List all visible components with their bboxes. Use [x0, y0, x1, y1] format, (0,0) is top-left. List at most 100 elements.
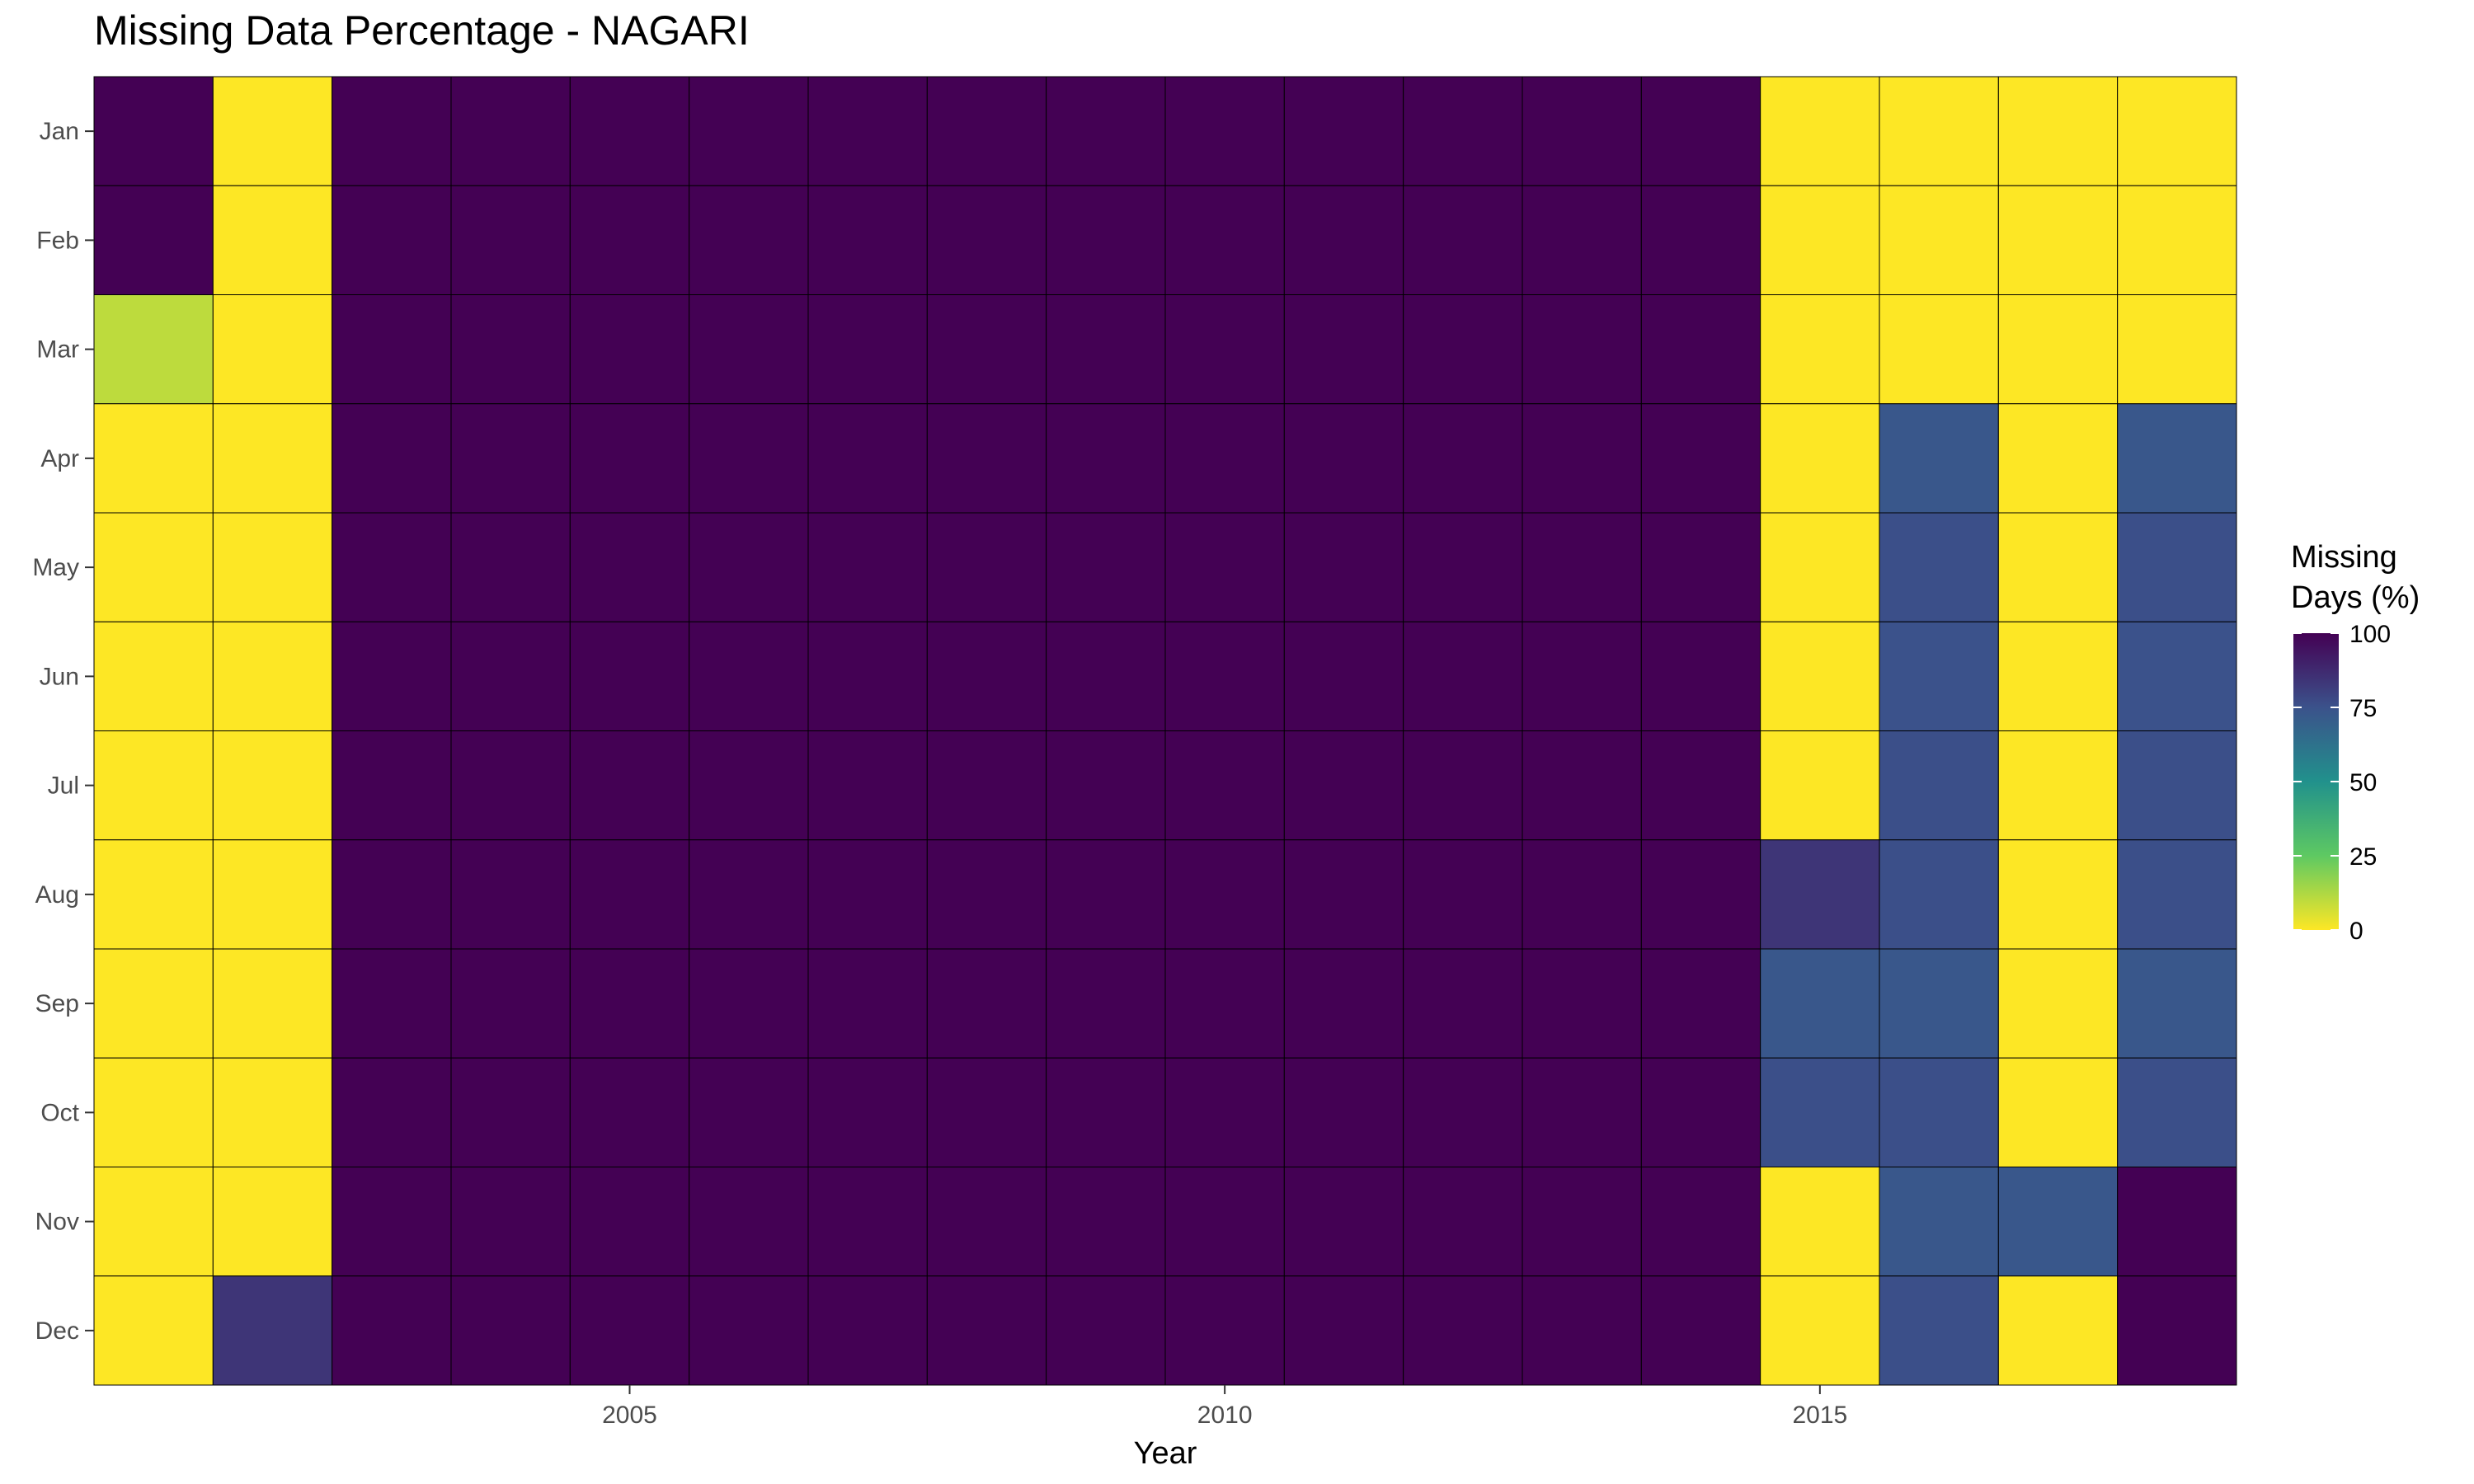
heatmap-cell-nov-2007 [807, 1167, 928, 1277]
heatmap-cell-jan-2010 [1164, 76, 1285, 186]
heatmap-cell-aug-2018 [2117, 839, 2237, 950]
heatmap-cell-oct-2009 [1046, 1057, 1166, 1167]
heatmap-cell-jun-2009 [1046, 621, 1166, 731]
heatmap-cell-jun-2003 [332, 621, 452, 731]
heatmap-cell-jul-2017 [1997, 730, 2119, 841]
heatmap-cell-mar-2004 [450, 294, 571, 405]
y-tick-label-feb: Feb [36, 227, 79, 254]
heatmap-cell-apr-2010 [1164, 403, 1285, 514]
heatmap-cell-apr-2012 [1403, 403, 1523, 514]
heatmap-cell-nov-2010 [1164, 1167, 1285, 1277]
heatmap-cell-apr-2003 [332, 403, 452, 514]
heatmap-cell-aug-2001 [93, 839, 214, 950]
legend-tick-label-100: 100 [2349, 621, 2391, 648]
heatmap-cell-nov-2003 [332, 1167, 452, 1277]
heatmap-cell-nov-2005 [569, 1167, 690, 1277]
heatmap-cell-nov-2013 [1522, 1167, 1642, 1277]
x-tick-label-2005: 2005 [602, 1402, 657, 1429]
y-tick-label-jun: Jun [40, 663, 79, 690]
heatmap-cell-jan-2016 [1879, 76, 1999, 186]
heatmap-cell-mar-2001 [93, 294, 214, 405]
heatmap-cell-may-2013 [1522, 512, 1642, 622]
heatmap-cell-mar-2018 [2117, 294, 2237, 405]
y-tick-label-dec: Dec [35, 1317, 79, 1345]
y-tick-label-mar: Mar [36, 336, 79, 364]
heatmap-cell-feb-2002 [212, 185, 333, 295]
heatmap-cell-apr-2008 [926, 403, 1047, 514]
heatmap-cell-apr-2017 [1997, 403, 2119, 514]
heatmap-cell-dec-2017 [1997, 1275, 2119, 1386]
x-tick-label-2010: 2010 [1197, 1402, 1253, 1429]
heatmap-cell-jun-2010 [1164, 621, 1285, 731]
heatmap-cell-sep-2018 [2117, 948, 2237, 1059]
heatmap-cell-aug-2004 [450, 839, 571, 950]
heatmap-cell-aug-2017 [1997, 839, 2119, 950]
heatmap-cell-aug-2013 [1522, 839, 1642, 950]
heatmap-cell-aug-2005 [569, 839, 690, 950]
heatmap-cell-jan-2003 [332, 76, 452, 186]
legend-ticks: 0 25 50 75 100 [2293, 621, 2391, 945]
heatmap-cell-sep-2006 [689, 948, 809, 1059]
heatmap-cell-may-2018 [2117, 512, 2237, 622]
y-tick-label-aug: Aug [35, 881, 79, 909]
heatmap-cell-jul-2007 [807, 730, 928, 841]
heatmap-cell-apr-2014 [1640, 403, 1761, 514]
heatmap-cell-mar-2016 [1879, 294, 1999, 405]
heatmap-cell-oct-2012 [1403, 1057, 1523, 1167]
heatmap-cell-mar-2014 [1640, 294, 1761, 405]
heatmap-cell-apr-2011 [1283, 403, 1404, 514]
heatmap-cell-apr-2007 [807, 403, 928, 514]
y-tick-label-jul: Jul [48, 773, 79, 800]
heatmap-cell-nov-2004 [450, 1167, 571, 1277]
heatmap-cell-may-2010 [1164, 512, 1285, 622]
heatmap-cell-may-2016 [1879, 512, 1999, 622]
heatmap-cell-feb-2017 [1997, 185, 2119, 295]
heatmap-cell-oct-2003 [332, 1057, 452, 1167]
legend-title-line-2: Days (%) [2291, 580, 2420, 615]
heatmap-tiles [93, 76, 2237, 1386]
heatmap-cell-jan-2009 [1046, 76, 1166, 186]
heatmap-cell-jun-2007 [807, 621, 928, 731]
heatmap-cell-feb-2010 [1164, 185, 1285, 295]
heatmap-cell-jun-2015 [1760, 621, 1880, 731]
heatmap-cell-jul-2008 [926, 730, 1047, 841]
heatmap-cell-aug-2016 [1879, 839, 1999, 950]
heatmap-cell-jan-2012 [1403, 76, 1523, 186]
heatmap-cell-apr-2004 [450, 403, 571, 514]
heatmap-cell-jun-2012 [1403, 621, 1523, 731]
legend-title-line-1: Missing [2291, 540, 2397, 575]
heatmap-cell-may-2005 [569, 512, 690, 622]
heatmap-cell-may-2002 [212, 512, 333, 622]
heatmap-cell-nov-2006 [689, 1167, 809, 1277]
heatmap-cell-sep-2004 [450, 948, 571, 1059]
legend-tick-label-0: 0 [2349, 918, 2363, 945]
heatmap-cell-may-2012 [1403, 512, 1523, 622]
heatmap-cell-jul-2018 [2117, 730, 2237, 841]
heatmap-cell-oct-2015 [1760, 1057, 1880, 1167]
heatmap-cell-dec-2011 [1283, 1275, 1404, 1386]
heatmap-cell-jun-2004 [450, 621, 571, 731]
heatmap-cell-oct-2016 [1879, 1057, 1999, 1167]
heatmap-cell-jun-2006 [689, 621, 809, 731]
heatmap-cell-feb-2008 [926, 185, 1047, 295]
heatmap-cell-nov-2008 [926, 1167, 1047, 1277]
y-tick-label-jan: Jan [40, 118, 79, 145]
heatmap-cell-jul-2005 [569, 730, 690, 841]
x-axis: 2005 2010 2015 [602, 1385, 1847, 1429]
heatmap-cell-sep-2015 [1760, 948, 1880, 1059]
heatmap-cell-feb-2011 [1283, 185, 1404, 295]
heatmap-cell-dec-2010 [1164, 1275, 1285, 1386]
heatmap-cell-dec-2009 [1046, 1275, 1166, 1386]
heatmap-cell-oct-2004 [450, 1057, 571, 1167]
heatmap-cell-aug-2008 [926, 839, 1047, 950]
heatmap-cell-dec-2015 [1760, 1275, 1880, 1386]
heatmap-cell-nov-2015 [1760, 1167, 1880, 1277]
heatmap-cell-dec-2002 [212, 1275, 333, 1386]
heatmap-cell-sep-2011 [1283, 948, 1404, 1059]
heatmap-cell-oct-2018 [2117, 1057, 2237, 1167]
heatmap-cell-may-2017 [1997, 512, 2119, 622]
heatmap-cell-nov-2014 [1640, 1167, 1761, 1277]
heatmap-cell-jul-2014 [1640, 730, 1761, 841]
heatmap-cell-jul-2003 [332, 730, 452, 841]
y-tick-label-nov: Nov [35, 1209, 79, 1236]
